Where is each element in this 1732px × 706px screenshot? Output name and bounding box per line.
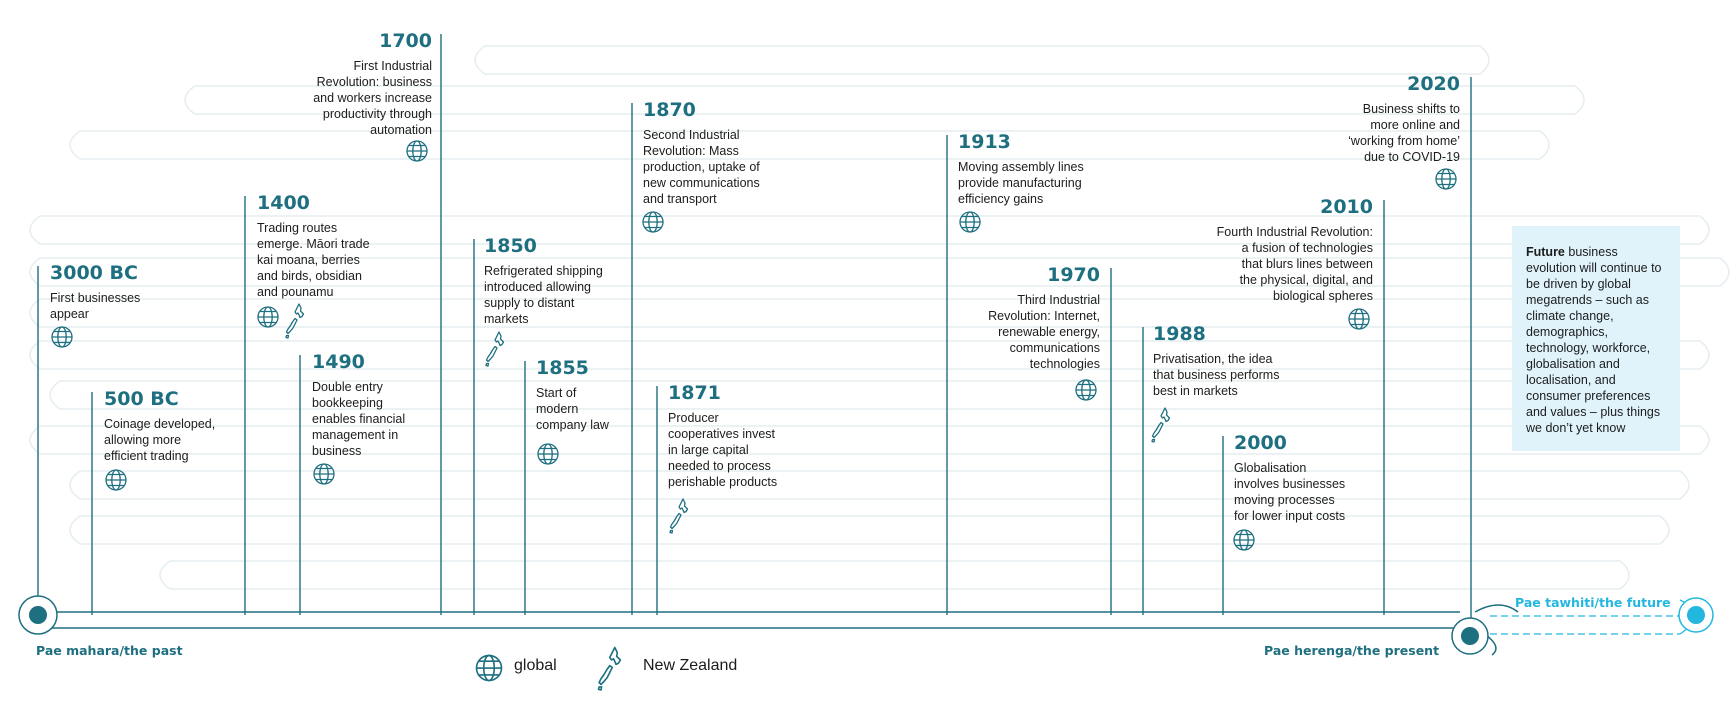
- timeline-event: 1850 Refrigerated shipping introduced all…: [484, 235, 634, 327]
- event-year: 1850: [484, 235, 537, 257]
- timeline-event: 1913 Moving assembly lines provide manufa…: [958, 131, 1128, 207]
- event-description: Producer cooperatives invest in large ca…: [668, 411, 778, 489]
- event-description: Coinage developed, allowing more efficie…: [104, 417, 216, 463]
- timeline-event: 1871 Producer cooperatives invest in larg…: [668, 382, 818, 490]
- timeline-stems: [37, 34, 1472, 620]
- event-year: 1913: [958, 131, 1011, 153]
- timeline-event: 2000 Globalisation involves businesses mo…: [1234, 432, 1404, 524]
- timeline-event: 1400 Trading routes emerge. Māori trade k…: [257, 192, 407, 300]
- event-description: Privatisation, the idea that business pe…: [1153, 352, 1280, 398]
- event-description: Start of modern company law: [536, 386, 609, 432]
- event-description: First Industrial Revolution: business an…: [313, 59, 432, 137]
- globe-icon: [312, 462, 336, 486]
- timeline-event: 1700 First Industrial Revolution: busines…: [260, 30, 432, 138]
- event-year: 1855: [536, 357, 589, 379]
- event-year: 1400: [257, 192, 310, 214]
- era-label-present: Pae herenga/the present: [1264, 643, 1440, 658]
- event-year: 1970: [1047, 264, 1100, 286]
- legend-global-label: global: [514, 657, 557, 674]
- legend-new-zealand-label: New Zealand: [643, 657, 738, 674]
- event-description: Second Industrial Revolution: Mass produ…: [643, 128, 760, 206]
- era-label-past: Pae mahara/the past: [36, 643, 183, 658]
- new-zealand-icon: [668, 497, 692, 537]
- main-timeline: [28, 598, 1696, 656]
- event-year: 2000: [1234, 432, 1287, 454]
- event-description: Globalisation involves businesses moving…: [1234, 461, 1346, 523]
- present-marker-dot: [1461, 627, 1479, 645]
- future-callout-lead: Future: [1526, 245, 1565, 259]
- event-year: 2010: [1320, 196, 1373, 218]
- event-year: 1870: [643, 99, 696, 121]
- future-marker-dot: [1687, 606, 1705, 624]
- timeline-event: 2010 Fourth Industrial Revolution: a fusi…: [1175, 196, 1373, 304]
- globe-icon: [1434, 167, 1458, 191]
- legend-globe-icon: [474, 653, 504, 683]
- globe-icon: [1232, 528, 1256, 552]
- event-year: 1988: [1153, 323, 1206, 345]
- globe-icon: [958, 210, 982, 234]
- event-description: Double entry bookkeeping enables financi…: [312, 380, 406, 458]
- event-year: 1700: [379, 30, 432, 52]
- timeline-event: 500 BC Coinage developed, allowing more e…: [104, 388, 254, 464]
- future-callout: Future business evolution will continue …: [1512, 226, 1680, 451]
- globe-icon: [405, 139, 429, 163]
- globe-icon: [641, 210, 665, 234]
- timeline-event: 1870 Second Industrial Revolution: Mass p…: [643, 99, 793, 207]
- event-year: 3000 BC: [50, 262, 138, 284]
- globe-icon: [104, 468, 128, 492]
- timeline-event: 1855 Start of modern company law: [536, 357, 646, 433]
- legend-new-zealand-icon: [596, 645, 626, 695]
- event-description: Fourth Industrial Revolution: a fusion o…: [1216, 225, 1373, 303]
- globe-icon: [256, 305, 280, 329]
- event-year: 1871: [668, 382, 721, 404]
- event-description: Moving assembly lines provide manufactur…: [958, 160, 1084, 206]
- timeline-event: 2020 Business shifts to more online and ‘…: [1290, 73, 1460, 165]
- timeline-event: 1490 Double entry bookkeeping enables fin…: [312, 351, 462, 459]
- era-label-future: Pae tawhiti/the future: [1515, 595, 1671, 610]
- event-description: Refrigerated shipping introduced allowin…: [484, 264, 603, 326]
- event-description: Third Industrial Revolution: Internet, r…: [988, 293, 1100, 371]
- timeline-event: 3000 BC First businesses appear: [50, 262, 210, 322]
- future-callout-text: business evolution will continue to be d…: [1526, 245, 1662, 435]
- event-year: 2020: [1407, 73, 1460, 95]
- timeline-event: 1988 Privatisation, the idea that busines…: [1153, 323, 1323, 399]
- globe-icon: [536, 442, 560, 466]
- event-description: First businesses appear: [50, 291, 141, 321]
- new-zealand-icon: [284, 302, 308, 342]
- globe-icon: [50, 325, 74, 349]
- timeline-event: 1970 Third Industrial Revolution: Interne…: [930, 264, 1100, 372]
- new-zealand-icon: [484, 330, 508, 370]
- past-marker-dot: [29, 606, 47, 624]
- globe-icon: [1074, 378, 1098, 402]
- event-year: 500 BC: [104, 388, 179, 410]
- event-description: Trading routes emerge. Māori trade kai m…: [257, 221, 370, 299]
- event-description: Business shifts to more online and ‘work…: [1348, 102, 1460, 164]
- event-year: 1490: [312, 351, 365, 373]
- new-zealand-icon: [1150, 406, 1174, 446]
- globe-icon: [1347, 307, 1371, 331]
